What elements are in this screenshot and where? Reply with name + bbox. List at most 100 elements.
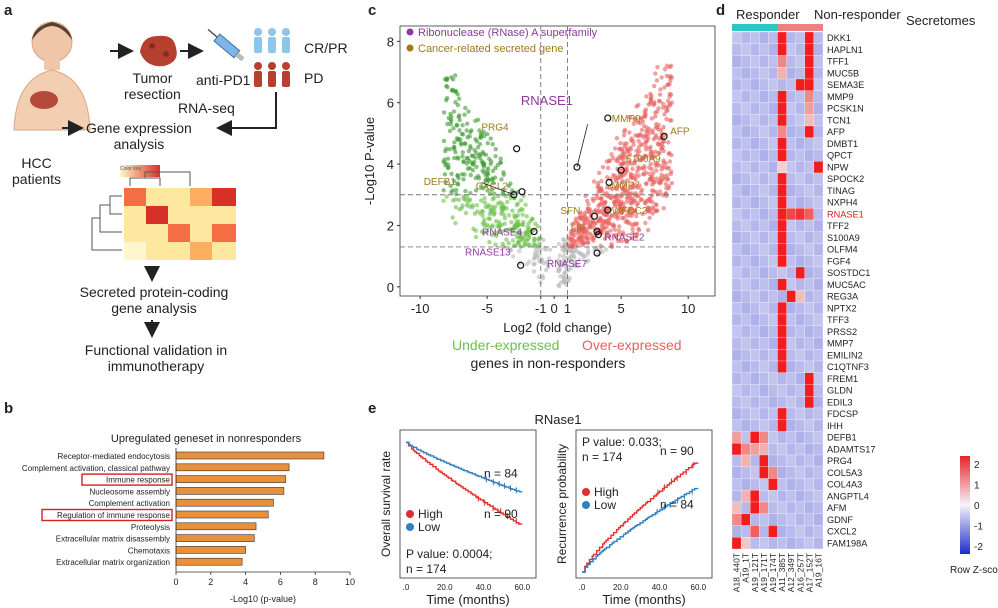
point-wfdc2: [604, 206, 612, 214]
heatmap-row-label-s100a9: S100A9: [827, 233, 860, 243]
genes-caption: genes in non-responders: [471, 355, 626, 371]
heatmap-cell: [740, 396, 751, 409]
heatmap-cell: [786, 407, 796, 420]
heatmap-cell: [731, 231, 742, 244]
heatmap-cell: [750, 78, 760, 91]
mini-heatmap-icon: [91, 165, 236, 260]
heatmap-cell: [731, 255, 742, 268]
heatmap-cell: [777, 55, 787, 68]
heatmap-cell: [768, 501, 778, 514]
zscore-tick-4: -2: [974, 542, 983, 553]
heatmap-cell: [731, 537, 742, 550]
heatmap-cell: [795, 102, 805, 115]
bar-1: [175, 463, 290, 472]
heatmap-cell: [750, 337, 760, 350]
tumor-icon: [140, 35, 177, 67]
heatmap-cell: [731, 501, 742, 514]
heatmap-cell: [750, 67, 760, 80]
heatmap-cell: [759, 149, 769, 162]
heatmap-cell: [804, 208, 815, 221]
heatmap-cell: [759, 513, 769, 526]
km-n-total-1: n = 174: [582, 450, 623, 464]
point-s100a9: [617, 166, 625, 174]
heatmap-row-label-fam198a: FAM198A: [827, 538, 868, 548]
heatmap-cell: [759, 443, 769, 456]
defb1-connector: [481, 182, 515, 196]
heatmap-row-label-spock2: SPOCK2: [827, 174, 864, 184]
heatmap-cell: [740, 208, 751, 221]
heatmap-cell: [786, 396, 796, 409]
heatmap-cell: [750, 513, 760, 526]
heatmap-cell: [786, 90, 796, 103]
heatmap-cell: [777, 149, 787, 162]
heatmap-cell: [759, 537, 769, 550]
heatmap-cell: [786, 537, 796, 550]
km-legend-high-1: High: [594, 485, 619, 499]
volcano-xtick-label-5: 5: [618, 301, 625, 316]
heatmap-row-label-tcn1: TCN1: [827, 115, 851, 125]
heatmap-cell: [795, 537, 805, 550]
heatmap-cell: [804, 360, 815, 373]
heatmap-cell: [786, 513, 796, 526]
heatmap-row-label-pcsk1n: PCSK1N: [827, 104, 864, 114]
km-n-label-0-high: n = 90: [484, 507, 518, 521]
heatmap-cell: [777, 466, 787, 479]
heatmap-cell: [759, 278, 769, 291]
heatmap-cell: [813, 337, 824, 350]
heatmap-cell: [731, 478, 742, 491]
heatmap-cell: [804, 407, 815, 420]
heatmap-cell: [804, 102, 815, 115]
heatmap-cell: [740, 184, 751, 197]
heatmap-row-label-adamts17: ADAMTS17: [827, 444, 876, 454]
heatmap-cell: [804, 125, 815, 138]
heatmap-cell: [786, 490, 796, 503]
heatmap-cell: [740, 290, 751, 303]
heatmap-cell: [777, 360, 787, 373]
point-mmp9: [604, 114, 612, 122]
heatmap-row-label-angptl4: ANGPTL4: [827, 491, 869, 501]
heatmap-cell: [759, 372, 769, 385]
heatmap-cell: [777, 290, 787, 303]
heatmap-cell: [795, 114, 805, 127]
heatmap-cell: [777, 125, 787, 138]
heatmap-cell: [813, 208, 824, 221]
heatmap-cell: [777, 302, 787, 315]
heatmap-cell: [813, 43, 824, 56]
heatmap-row-label-sostdc1: SOSTDC1: [827, 268, 870, 278]
heatmap-cell: [759, 219, 769, 232]
heatmap-cell: [759, 325, 769, 338]
bar-label-2: Immune response: [106, 476, 171, 485]
point-lif: [593, 227, 601, 236]
heatmap-cell: [786, 372, 796, 385]
heatmap-title: Secretomes: [906, 13, 976, 28]
heatmap-row-label-gldn: GLDN: [827, 386, 853, 396]
heatmap-cell: [795, 266, 805, 279]
heatmap-cell: [731, 172, 742, 185]
heatmap-cell: [731, 525, 742, 538]
heatmap-cell: [759, 466, 769, 479]
heatmap-row-label-sema3e: SEMA3E: [827, 80, 864, 90]
heatmap-cell: [731, 31, 742, 44]
volcano-xtick-label-2: -1: [535, 301, 547, 316]
heatmap-cell: [795, 419, 805, 432]
heatmap-cell: [804, 525, 815, 538]
heatmap-cell: [759, 360, 769, 373]
heatmap-cell: [768, 513, 778, 526]
km-legend-high-0: High: [418, 507, 443, 521]
heatmap-cell: [795, 137, 805, 150]
heatmap-cell: [768, 161, 778, 174]
heatmap-cell: [750, 454, 760, 467]
heatmap-cell: [813, 372, 824, 385]
heatmap-cell: [740, 137, 751, 150]
heatmap-cell: [804, 149, 815, 162]
heatmap-cell: [795, 31, 805, 44]
heatmap-cell: [804, 454, 815, 467]
heatmap-cell: [750, 31, 760, 44]
heatmap-cell: [786, 149, 796, 162]
heatmap-cell: [750, 149, 760, 162]
heatmap-cell: [813, 90, 824, 103]
heatmap-cell: [750, 137, 760, 150]
volcano-ytick-label-2: 4: [387, 157, 394, 172]
heatmap-cell: [750, 478, 760, 491]
heatmap-cell: [795, 172, 805, 185]
